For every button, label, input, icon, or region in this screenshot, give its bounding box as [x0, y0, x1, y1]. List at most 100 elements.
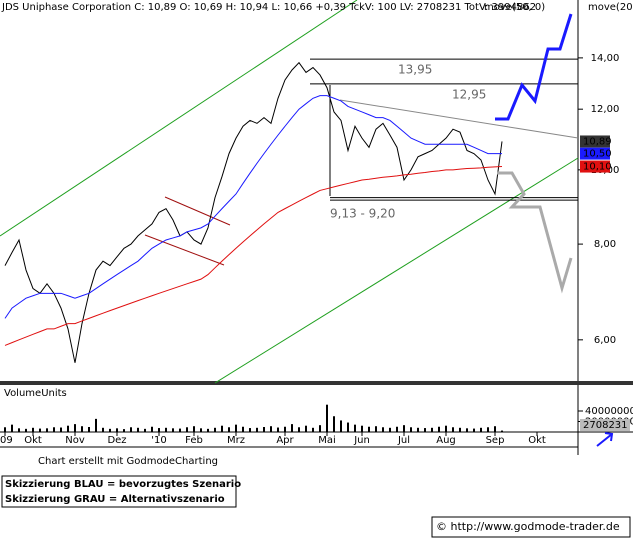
x-tick-label: Feb [185, 435, 203, 446]
volume-bar [270, 426, 272, 432]
volume-bar [193, 426, 195, 432]
volume-bar [67, 425, 69, 432]
volume-bar [235, 424, 237, 432]
volume-bar [417, 427, 419, 432]
series-line [4, 95, 502, 319]
volume-bar [333, 416, 335, 432]
volume-bar [480, 427, 482, 432]
volume-bar [130, 427, 132, 432]
volume-bar [424, 428, 426, 432]
x-tick-label: Aug [436, 435, 456, 446]
volume-bar [137, 427, 139, 432]
channel-upper [0, 0, 358, 237]
volume-bar [207, 428, 209, 432]
volume-bar [312, 427, 314, 432]
x-tick-label: Dez [107, 435, 126, 446]
volume-bar [431, 427, 433, 432]
volume-bar [389, 427, 391, 432]
x-tick-label: Nov [65, 435, 85, 446]
volume-bar [109, 428, 111, 432]
volume-bar [277, 427, 279, 432]
volume-bar [459, 427, 461, 432]
volume-bar [4, 427, 6, 432]
note: Skizzierung GRAU = Alternativszenario [5, 494, 225, 505]
x-tick-label: '10 [151, 435, 166, 446]
x-tick-label: Okt [24, 435, 42, 446]
volume-bar [18, 428, 20, 432]
source-box [431, 516, 631, 538]
x-tick-label: Okt [528, 435, 546, 446]
triangle-line [339, 99, 579, 139]
volume-bar [221, 425, 223, 432]
volume-bar [144, 428, 146, 432]
volume-tag [580, 419, 630, 431]
price-tag [580, 147, 610, 160]
chart-title: JDS Uniphase Corporation C: 10,89 O: 10,… [1, 2, 536, 13]
flag-lower [144, 234, 225, 266]
volume-bar [186, 427, 188, 432]
panel-separator [0, 381, 633, 385]
volume-bar [494, 426, 496, 432]
x-tick-label: Jun [353, 435, 370, 446]
volume-bar [88, 427, 90, 432]
series-line [4, 166, 503, 346]
volume-bar [368, 426, 370, 432]
volume-bar [375, 426, 377, 432]
price-tag [580, 160, 610, 173]
notes-box [1, 475, 237, 508]
legend-ma50: move(50, 0) [484, 2, 545, 13]
level-label: 13,95 [398, 63, 432, 77]
note: Skizzierung BLAU = bevorzugtes Szenario [5, 479, 241, 490]
volume-bar [396, 426, 398, 432]
volume-bar [382, 427, 384, 432]
volume-bar [151, 426, 153, 432]
volume-bar [81, 426, 83, 432]
credit: Chart erstellt mit GodmodeCharting [38, 456, 218, 467]
volume-label: VolumeUnits [4, 388, 67, 399]
price-tag-label: 10,50 [583, 149, 612, 160]
series-line [4, 61, 503, 363]
volume-bar [123, 429, 125, 432]
volume-bar [361, 425, 363, 432]
volume-bar [165, 427, 167, 432]
volume-bar [501, 430, 503, 432]
volume-bar [487, 427, 489, 432]
volume-bar [403, 425, 405, 432]
icon [596, 432, 614, 447]
volume-bar [347, 422, 349, 432]
y-tick-label: 8,00 [594, 239, 616, 250]
scenario-gray [497, 171, 573, 294]
volume-bar [410, 427, 412, 432]
x-tick-label: '09 [0, 435, 13, 446]
y-tick-label: 6,00 [594, 335, 616, 346]
volume-bar [445, 425, 447, 432]
volume-bar [46, 428, 48, 432]
volume-bar [256, 427, 258, 432]
volume-bar [200, 428, 202, 432]
support-label: 9,13 - 9,20 [330, 207, 395, 221]
volume-bar [39, 428, 41, 432]
volume-bar [354, 424, 356, 432]
price-tag-label: 10,10 [583, 162, 612, 173]
x-tick-label: Apr [276, 435, 294, 446]
volume-bar [340, 420, 342, 432]
volume-bar [326, 404, 328, 432]
volume-bar [158, 428, 160, 432]
volume-bar [116, 428, 118, 432]
volume-bar [242, 426, 244, 432]
volume-bar [25, 428, 27, 432]
x-tick-label: Mrz [227, 435, 245, 446]
flag-upper [164, 196, 231, 226]
volume-bar [298, 427, 300, 432]
price-tag-label: 10,89 [583, 136, 612, 147]
volume-bar [228, 427, 230, 432]
volume-bar [263, 427, 265, 432]
volume-bar [102, 427, 104, 432]
volume-bar [473, 428, 475, 432]
x-tick-label: Mai [318, 435, 336, 446]
volume-bar [53, 427, 55, 432]
volume-bar [60, 427, 62, 432]
volume-bar [179, 428, 181, 432]
volume-bar [32, 427, 34, 432]
